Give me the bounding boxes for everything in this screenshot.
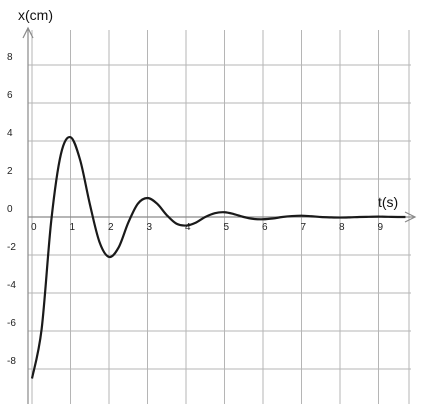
- x-axis-label: t(s): [378, 194, 398, 210]
- grid: [28, 30, 411, 404]
- x-tick-label: 6: [262, 222, 268, 233]
- x-tick-label: 1: [70, 222, 76, 233]
- y-tick-label: 6: [7, 90, 13, 101]
- x-tick-label: 3: [147, 222, 153, 233]
- damped-oscillation-line: [30, 135, 406, 379]
- tick-labels: -8 -6 -4 -2 0 2 4 6 8 0 1 2 3 4 5 6 7 8 9: [7, 52, 384, 367]
- y-tick-label: -2: [7, 242, 16, 253]
- x-tick-label: 7: [301, 222, 307, 233]
- y-tick-label: 8: [7, 52, 13, 63]
- y-tick-label: -6: [7, 318, 16, 329]
- x-tick-label: 5: [224, 222, 230, 233]
- y-tick-label: 2: [7, 166, 13, 177]
- series: [30, 135, 406, 379]
- x-tick-label: 9: [378, 222, 384, 233]
- y-tick-label: 0: [7, 204, 13, 215]
- y-axis-arrow: [22, 26, 34, 39]
- y-axis-label: x(cm): [18, 7, 53, 23]
- x-axis-arrow: [404, 211, 417, 223]
- y-tick-label: 4: [7, 128, 13, 139]
- x-tick-label: 4: [185, 222, 191, 233]
- x-tick-label: 2: [108, 222, 114, 233]
- y-tick-label: -4: [7, 280, 16, 291]
- x-tick-label: 8: [339, 222, 345, 233]
- y-tick-label: -8: [7, 356, 16, 367]
- x-tick-label: 0: [31, 222, 37, 233]
